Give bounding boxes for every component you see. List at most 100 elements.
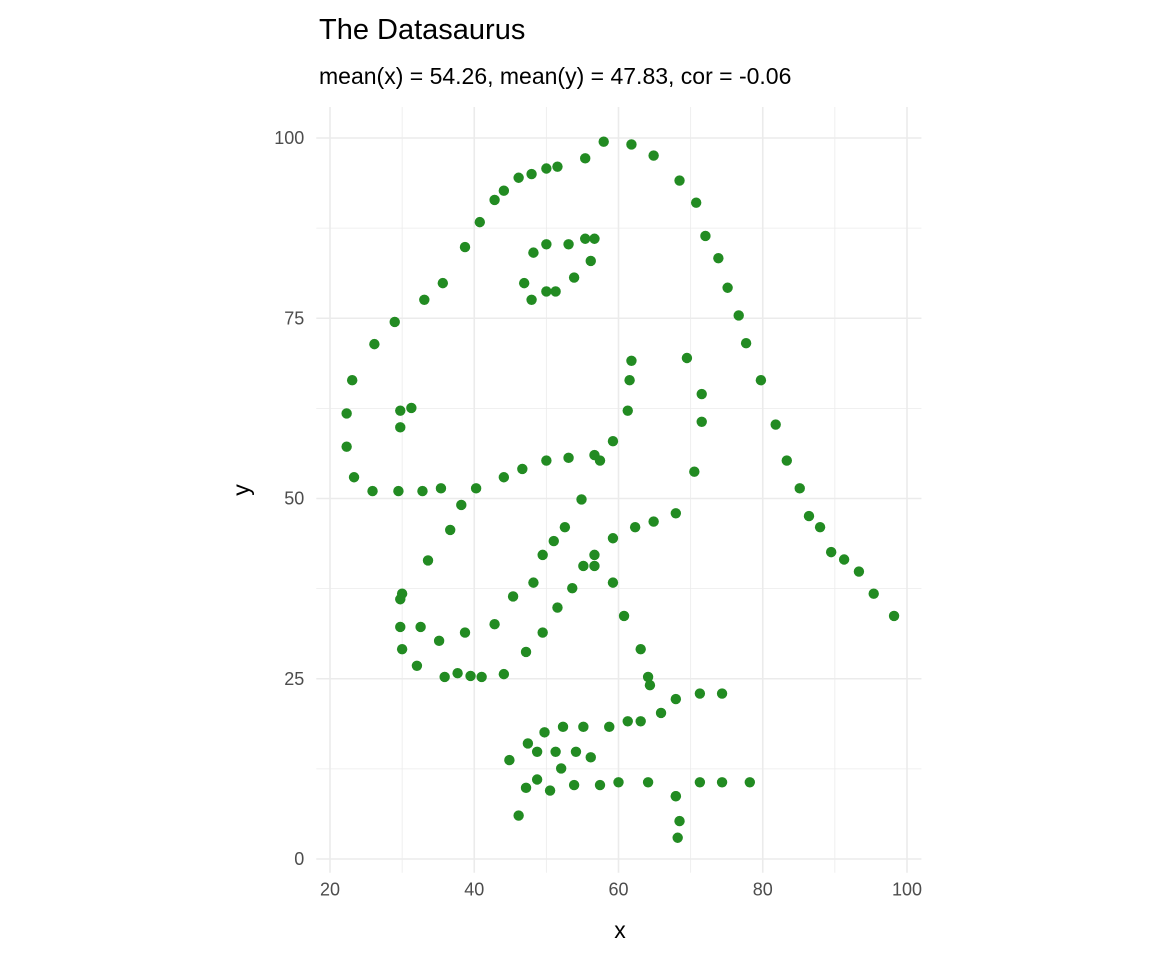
data-point: [716, 777, 728, 788]
x-tick-label: 40: [464, 880, 484, 900]
data-point: [526, 294, 537, 305]
data-point: [476, 671, 487, 683]
data-point: [604, 721, 615, 733]
data-point: [580, 233, 591, 244]
data-point: [585, 752, 596, 763]
data-point: [598, 136, 609, 147]
data-point: [567, 582, 578, 594]
data-point: [544, 785, 556, 796]
data-point: [507, 591, 519, 602]
data-point: [755, 374, 767, 386]
data-point: [563, 239, 574, 250]
data-point: [513, 172, 524, 183]
data-point: [452, 668, 463, 679]
y-axis-label: y: [228, 484, 254, 496]
data-point: [635, 716, 646, 727]
x-tick-label: 20: [320, 880, 340, 900]
data-point: [395, 405, 406, 416]
data-point: [369, 338, 380, 350]
data-point: [415, 621, 426, 633]
tick-labels: 20 40 60 80 100 0 25 50 75 100: [274, 128, 922, 900]
data-point: [395, 422, 406, 433]
data-point: [838, 554, 850, 565]
data-point: [580, 153, 591, 164]
data-point: [722, 282, 733, 293]
data-point: [526, 168, 537, 180]
data-point: [655, 707, 667, 719]
data-point: [541, 286, 552, 297]
data-point: [548, 535, 559, 547]
data-point: [563, 452, 574, 464]
data-point: [498, 668, 510, 680]
data-point: [559, 521, 571, 533]
data-point: [781, 455, 792, 466]
data-point: [489, 619, 500, 630]
data-point: [459, 627, 471, 638]
data-point: [594, 779, 606, 791]
data-point: [618, 610, 630, 622]
data-point: [578, 560, 589, 572]
x-tick-label: 100: [892, 880, 922, 900]
data-point: [341, 441, 352, 452]
chart-subtitle: mean(x) = 54.26, mean(y) = 47.83, cor = …: [319, 63, 791, 89]
data-point: [681, 352, 693, 364]
data-point: [794, 483, 805, 494]
y-tick-label: 50: [284, 489, 304, 509]
data-point: [367, 485, 378, 497]
data-point: [395, 594, 406, 605]
data-point: [853, 566, 865, 577]
data-point: [670, 508, 682, 519]
data-point: [552, 161, 563, 172]
data-point: [520, 782, 532, 794]
data-point: [690, 197, 702, 208]
data-point: [568, 779, 580, 791]
data-point: [531, 774, 543, 785]
data-point: [648, 150, 659, 161]
data-point: [504, 754, 515, 766]
data-point: [740, 338, 752, 349]
y-tick-label: 100: [274, 128, 304, 148]
data-point: [435, 483, 447, 494]
data-point: [437, 277, 449, 289]
data-point: [689, 466, 700, 477]
data-point: [411, 660, 423, 672]
data-point: [552, 602, 563, 613]
data-point: [513, 810, 524, 821]
data-point: [445, 524, 456, 536]
points: [341, 136, 900, 843]
data-point: [470, 483, 482, 494]
data-point: [578, 721, 589, 733]
data-point: [346, 374, 358, 386]
data-point: [589, 560, 600, 572]
data-point: [537, 549, 548, 561]
data-point: [868, 588, 879, 599]
chart-title: The Datasaurus: [319, 14, 525, 46]
data-point: [594, 455, 606, 466]
data-point: [700, 230, 711, 242]
data-point: [456, 499, 467, 511]
data-point: [528, 577, 539, 588]
data-point: [770, 419, 781, 430]
data-point: [607, 533, 619, 544]
data-point: [696, 388, 707, 400]
data-point: [517, 463, 528, 475]
data-point: [528, 247, 539, 258]
data-point: [670, 790, 682, 802]
data-point: [555, 763, 567, 774]
data-point: [550, 746, 561, 757]
data-point: [674, 175, 685, 186]
data-point: [341, 408, 352, 419]
data-point: [825, 546, 837, 558]
data-point: [539, 727, 550, 738]
y-tick-label: 0: [294, 849, 304, 869]
y-tick-label: 25: [284, 669, 304, 689]
data-point: [672, 832, 683, 843]
data-point: [465, 670, 476, 682]
data-point: [422, 555, 434, 566]
data-point: [642, 777, 654, 788]
data-point: [489, 194, 500, 206]
data-point: [716, 688, 728, 699]
data-point: [607, 577, 619, 588]
data-point: [635, 643, 646, 655]
data-point: [389, 316, 400, 328]
